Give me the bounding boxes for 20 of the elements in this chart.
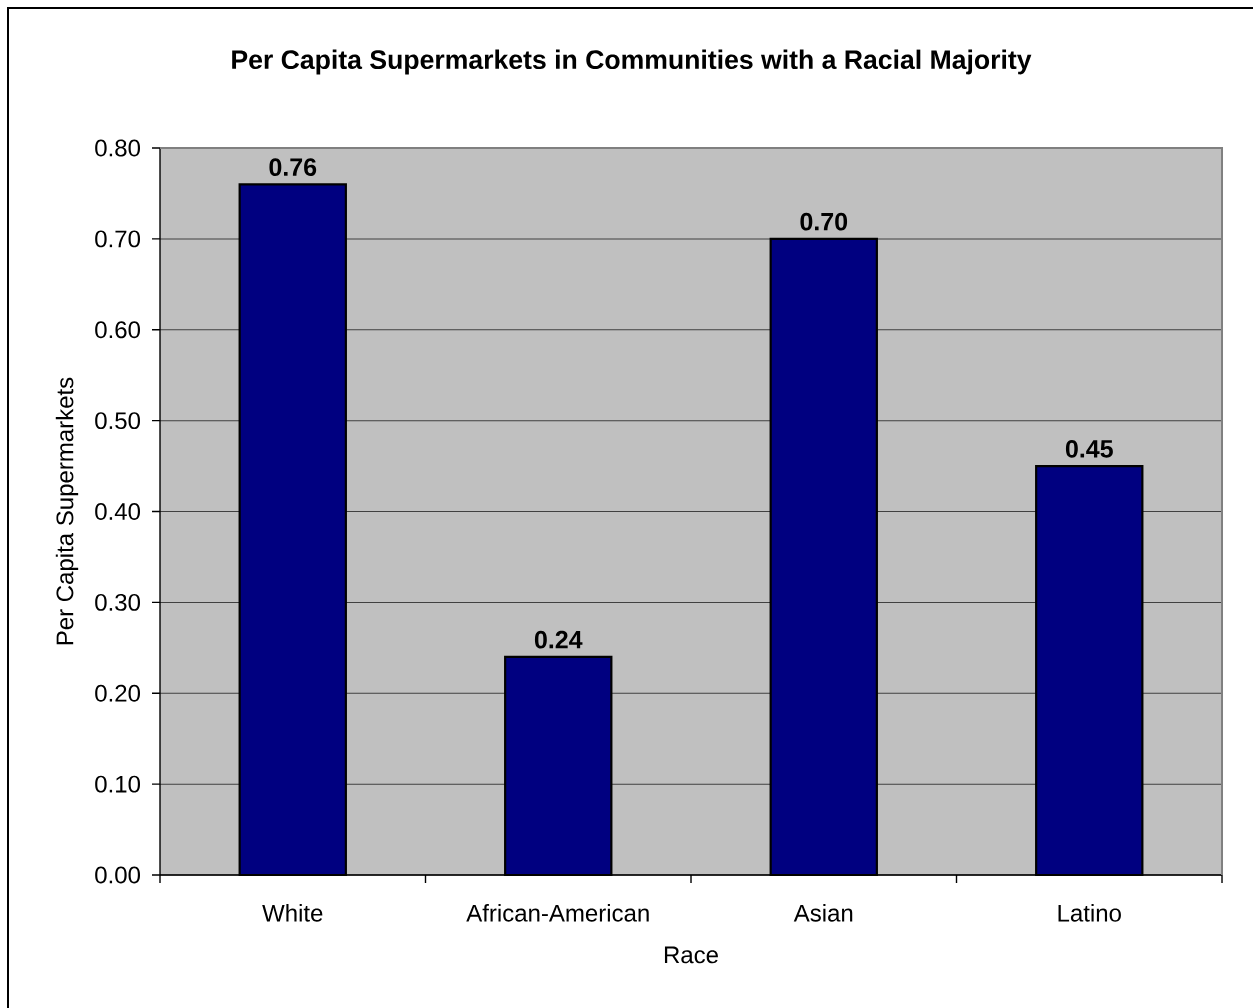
y-tick-label: 0.20 [95,684,141,702]
x-tick-label: African-American [466,904,649,922]
data-label: 0.70 [800,212,848,231]
chart-title: Per Capita Supermarkets in Communities with a Racial Majority [232,49,1032,75]
y-tick-label: 0.60 [95,321,141,339]
y-tick-label: 0.10 [95,775,141,793]
y-axis-title: Per Capita Supermarkets [55,377,79,645]
y-tick-label: 0.40 [95,503,141,520]
x-tick-label: White [262,904,323,922]
y-tick-label: 0.50 [95,412,141,430]
y-tick-label: 0.00 [95,866,141,884]
y-tick-label: 0.70 [95,230,141,248]
x-tick-label: Asian [793,904,853,922]
data-label: 0.45 [1065,439,1113,458]
data-label: 0.24 [534,630,583,649]
x-tick-label: Latino [1058,904,1121,922]
y-tick-label: 0.30 [95,593,141,611]
y-tick-label: 0.80 [95,139,141,157]
data-label: 0.76 [269,158,317,176]
x-axis-title: Race [664,946,718,964]
